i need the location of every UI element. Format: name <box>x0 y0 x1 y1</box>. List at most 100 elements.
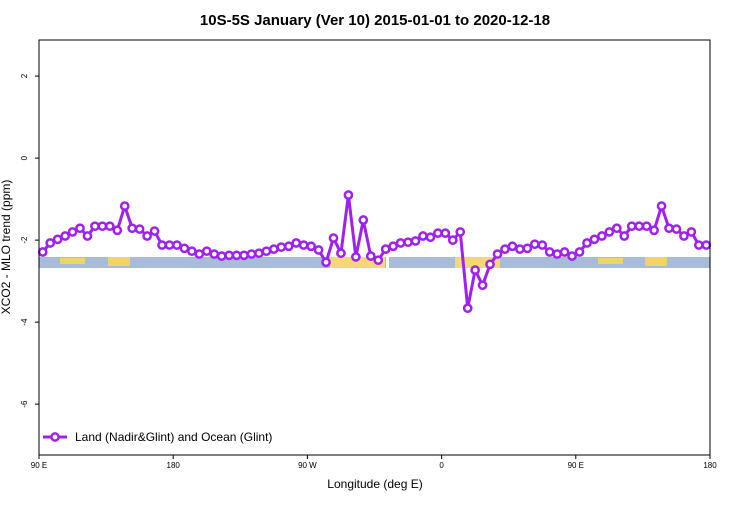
data-point <box>351 252 361 262</box>
x-tick-label: 90 E <box>568 461 584 470</box>
data-point <box>701 240 712 250</box>
data-point <box>477 280 488 291</box>
chart-title: 10S-5S January (Ver 10) 2015-01-01 to 20… <box>200 12 550 29</box>
x-tick-label: 90 E <box>31 461 47 470</box>
data-point <box>373 255 384 266</box>
data-point <box>209 249 220 259</box>
data-point <box>231 250 242 261</box>
data-point <box>45 238 56 248</box>
data-point <box>485 259 495 270</box>
data-point <box>321 257 331 268</box>
data-point <box>634 221 645 232</box>
data-point <box>380 244 391 254</box>
data-point <box>462 303 473 314</box>
data-point <box>455 227 466 237</box>
data-point <box>507 241 518 252</box>
y-tick-label: 0 <box>20 155 29 160</box>
data-point <box>246 249 257 259</box>
data-point <box>306 241 316 252</box>
data-point <box>186 246 197 257</box>
data-point <box>574 247 585 257</box>
data-point <box>537 240 548 250</box>
data-point <box>559 247 570 257</box>
data-point <box>619 231 630 241</box>
x-tick-label: 0 <box>439 461 444 470</box>
data-point <box>604 227 615 237</box>
x-tick-label: 180 <box>167 461 181 470</box>
data-point <box>395 238 406 248</box>
data-point <box>433 228 443 238</box>
x-tick-label: 180 <box>703 461 717 470</box>
data-point <box>224 250 234 261</box>
data-point <box>276 242 287 252</box>
land <box>108 257 130 266</box>
data-point <box>67 227 78 237</box>
data-point <box>649 225 659 236</box>
data-point <box>134 224 145 234</box>
land <box>330 257 385 268</box>
data-point <box>626 221 637 232</box>
land <box>598 258 623 264</box>
data-point <box>194 249 205 259</box>
data-point <box>313 245 324 255</box>
legend-label: Land (Nadir&Glint) and Ocean (Glint) <box>75 430 272 444</box>
data-point <box>82 231 93 241</box>
data-point <box>440 228 451 238</box>
data-point <box>157 240 167 250</box>
data-point <box>164 240 175 250</box>
data-point <box>37 247 48 257</box>
data-point <box>172 240 182 250</box>
data-point <box>254 248 264 259</box>
data-point <box>239 250 249 261</box>
data-point <box>492 249 503 259</box>
data-point <box>291 238 302 248</box>
data-point <box>269 244 279 254</box>
y-axis-label: XCO2 - MLO trend (ppm) <box>0 180 13 315</box>
data-point <box>142 231 152 241</box>
land <box>645 257 667 266</box>
land <box>455 257 500 268</box>
data-point <box>679 231 689 241</box>
data-point <box>328 233 339 243</box>
data-point <box>90 221 100 232</box>
data-point <box>567 251 577 261</box>
data-point <box>119 201 130 211</box>
plot-area <box>37 190 712 314</box>
data-point <box>656 201 667 211</box>
data-point <box>552 249 563 259</box>
data-point <box>298 240 309 250</box>
data-point <box>522 243 533 254</box>
data-point <box>261 246 272 257</box>
data-point <box>60 231 70 241</box>
data-point <box>410 236 421 246</box>
divider <box>386 257 389 268</box>
data-point <box>97 221 108 232</box>
x-axis-label: Longitude (deg E) <box>327 477 422 491</box>
plot-frame <box>38 39 711 456</box>
data-point <box>447 235 458 245</box>
land <box>60 258 85 264</box>
data-point <box>470 265 480 275</box>
y-tick-label: -4 <box>20 318 29 326</box>
data-point <box>693 240 704 250</box>
x-tick-label: 90 W <box>298 461 317 470</box>
data-point <box>664 223 674 234</box>
data-point <box>425 232 436 243</box>
data-point <box>671 224 682 234</box>
data-point <box>179 243 190 254</box>
data-point <box>365 251 376 261</box>
data-point <box>358 215 369 225</box>
y-tick-label: -2 <box>20 236 29 244</box>
data-point <box>388 241 398 252</box>
series-line <box>41 194 707 309</box>
legend-item: Land (Nadir&Glint) and Ocean (Glint) <box>43 430 272 444</box>
data-point <box>104 221 115 232</box>
data-point <box>216 251 227 261</box>
data-point <box>582 238 592 248</box>
data-point <box>201 246 212 257</box>
data-point <box>418 231 428 241</box>
data-point <box>343 190 354 200</box>
data-point <box>500 244 510 254</box>
